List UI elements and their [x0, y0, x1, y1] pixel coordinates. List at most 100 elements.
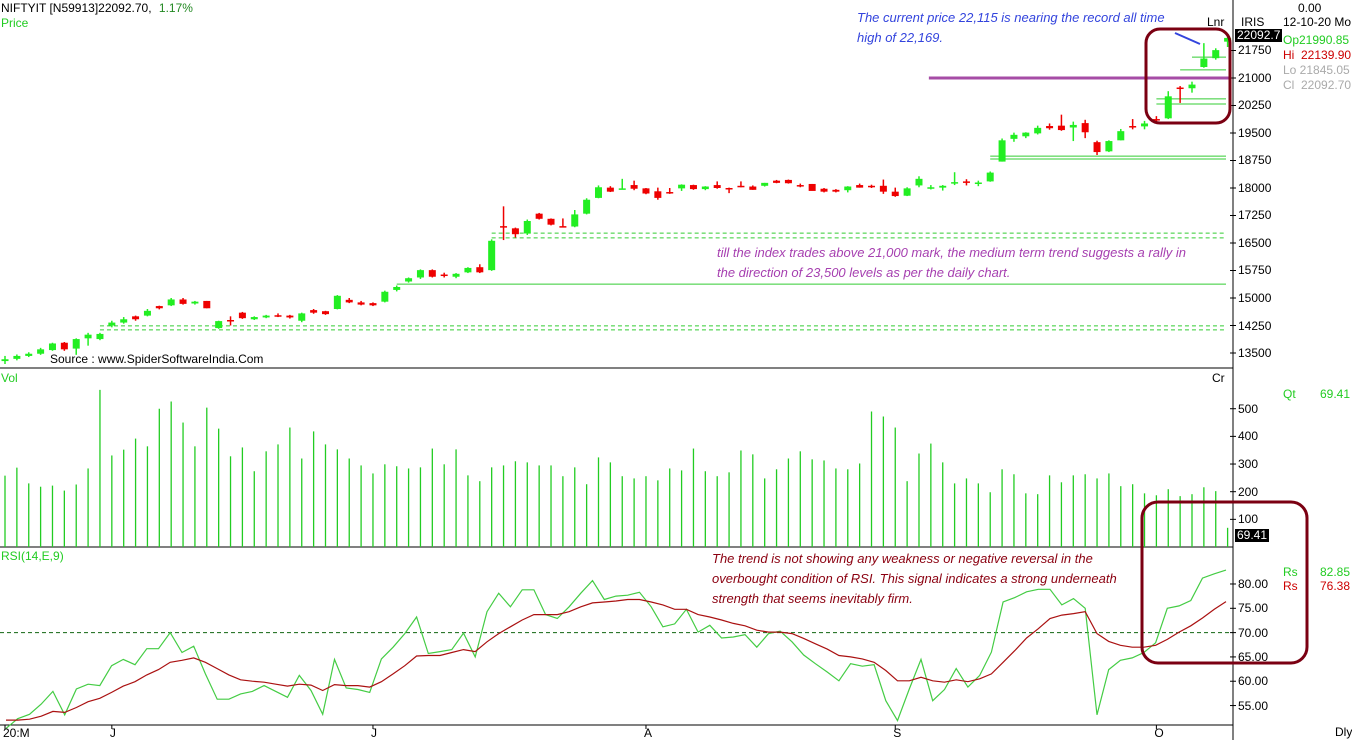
volume-tick-label: 400: [1238, 429, 1259, 444]
candle-body: [737, 185, 745, 188]
candle-body: [1, 359, 9, 362]
date-tick-label: S: [893, 726, 902, 740]
candle-body: [179, 299, 187, 304]
note-line: The current price 22,115 is nearing the …: [857, 10, 1165, 25]
candle: [535, 212, 543, 220]
candle-body: [595, 187, 602, 198]
candle-body: [1057, 125, 1065, 131]
info-low: Lo 21845.05: [1283, 63, 1350, 77]
date-tick-label: 20:M: [3, 726, 30, 740]
note-line: high of 22,169.: [857, 30, 944, 45]
candle-body: [440, 274, 448, 277]
candle-body: [108, 322, 116, 326]
volume-tick-label: 300: [1238, 457, 1259, 472]
candle-body: [678, 184, 686, 189]
candle: [48, 342, 56, 351]
candle: [642, 187, 650, 195]
date-tick-label: J: [109, 726, 116, 740]
candle: [773, 179, 781, 184]
candle-body: [820, 188, 828, 192]
candle-body: [868, 185, 876, 188]
candle-body: [630, 185, 638, 189]
chart-frame: [0, 0, 1234, 740]
candle: [1129, 119, 1137, 130]
candle: [986, 171, 994, 182]
candle-body: [796, 185, 804, 187]
candle-body: [227, 320, 235, 322]
candle-body: [1129, 126, 1137, 128]
candle: [500, 206, 508, 241]
candle-body: [321, 311, 329, 315]
candle-body: [1081, 123, 1089, 133]
candle-body: [48, 343, 56, 351]
candle: [155, 305, 163, 310]
note-line: The trend is not showing any weakness or…: [712, 551, 1093, 566]
candle: [559, 218, 567, 228]
rsi-line: [5, 569, 1227, 729]
candle: [250, 316, 258, 321]
candle-body: [891, 191, 899, 197]
candle-body: [1188, 84, 1196, 89]
candle: [96, 332, 104, 341]
candle-body: [393, 287, 401, 290]
candle: [72, 338, 80, 355]
candle-body: [1022, 132, 1030, 137]
date-tick-label: O: [1154, 726, 1164, 740]
note-line: strength that seems inevitably firm.: [712, 591, 913, 606]
note-line: till the index trades above 21,000 mark,…: [717, 245, 1186, 260]
info-open: Op21990.85: [1283, 33, 1350, 47]
candle: [630, 180, 638, 191]
rsi-tick-label: 75.00: [1238, 601, 1269, 616]
candle: [215, 320, 223, 329]
candle-body: [1200, 58, 1208, 67]
info-close: Cl 22092.70: [1283, 78, 1352, 92]
candle: [737, 181, 745, 188]
price-tick-label: 15750: [1238, 263, 1272, 278]
candle: [1081, 119, 1089, 139]
candle-body: [1010, 134, 1018, 139]
scale-mode-label[interactable]: Lnr: [1207, 15, 1225, 29]
candle: [464, 267, 472, 274]
candle-body: [357, 302, 365, 305]
candle-body: [1093, 142, 1101, 153]
candle-body: [203, 300, 211, 309]
candle: [713, 181, 721, 189]
candle: [761, 182, 769, 187]
candle: [428, 269, 436, 278]
candle-body: [476, 267, 484, 273]
price-tick-label: 14250: [1238, 318, 1272, 333]
candle: [333, 295, 341, 310]
candle: [274, 313, 282, 318]
candle: [571, 209, 579, 228]
candle: [689, 184, 697, 190]
candle: [511, 227, 519, 238]
candle: [951, 172, 959, 186]
candle: [583, 198, 591, 215]
candle: [179, 298, 187, 305]
volume-tick-label: 200: [1238, 484, 1259, 499]
symbol-title: NIFTYIT [N59913]22092.70,: [1, 1, 152, 15]
candle-body: [262, 315, 270, 318]
candle-body: [832, 189, 840, 192]
candle-body: [939, 185, 947, 188]
period-label[interactable]: Dly: [1335, 725, 1352, 739]
candle: [1176, 86, 1184, 103]
candle: [808, 183, 816, 191]
candle-body: [84, 334, 92, 339]
candle: [595, 185, 602, 199]
candle-body: [13, 355, 21, 359]
candle: [25, 352, 33, 358]
candle-body: [761, 182, 769, 186]
volume-unit-label: Cr: [1212, 371, 1225, 385]
candlesticks: [1, 36, 1232, 365]
candle-body: [345, 299, 353, 303]
candle-body: [120, 319, 128, 323]
candle-body: [998, 140, 1006, 162]
candle: [238, 311, 246, 319]
rsi-label: Rs: [1283, 565, 1298, 579]
source-credit: Source : www.SpiderSoftwareIndia.Com: [50, 352, 264, 366]
candle: [939, 185, 947, 191]
highlight-box-rsi: [1140, 500, 1309, 665]
candle: [1212, 48, 1220, 60]
note-rsi: The trend is not showing any weakness or…: [712, 549, 1117, 609]
